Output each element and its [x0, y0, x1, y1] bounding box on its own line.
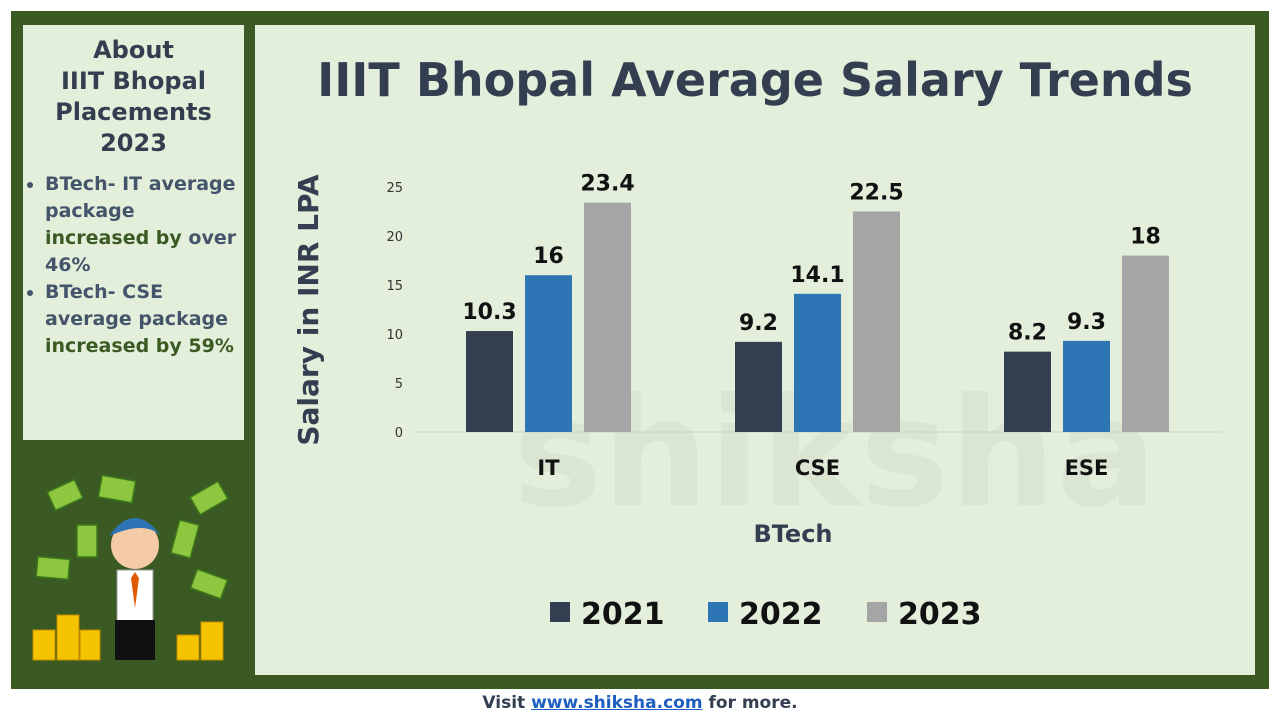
- bar-2021-CSE: [735, 341, 782, 432]
- bar-2023-IT: [584, 202, 631, 432]
- footer-text: for more.: [702, 693, 798, 713]
- data-label: 9.3: [1067, 310, 1106, 335]
- bar-2023-ESE: [1122, 255, 1169, 432]
- heading-line: IIIT Bhopal: [61, 67, 206, 95]
- heading-line: Placements: [55, 98, 212, 126]
- y-tick-label: 5: [395, 377, 403, 392]
- legend-swatch-2022: [708, 602, 728, 622]
- bar-chart: shiksha0510152025IT10.31623.4CSE9.214.12…: [292, 172, 1222, 632]
- chart-panel: IIIT Bhopal Average Salary Trends shiksh…: [255, 25, 1255, 675]
- heading-line: About: [93, 36, 174, 64]
- data-label: 8.2: [1008, 321, 1047, 346]
- data-label: 22.5: [849, 181, 903, 206]
- bullet-text: increased by: [45, 335, 182, 357]
- bar-2022-ESE: [1063, 340, 1110, 432]
- legend-label: 2022: [739, 597, 823, 632]
- y-tick-label: 0: [395, 426, 403, 441]
- data-label: 16: [533, 244, 564, 269]
- bullet-list: BTech- IT average package increased by o…: [23, 171, 244, 360]
- x-tick-label: IT: [537, 456, 560, 480]
- sidebar: About IIIT Bhopal Placements 2023 BTech-…: [23, 25, 244, 440]
- x-axis-label: BTech: [753, 520, 832, 548]
- footer-text: Visit: [482, 693, 532, 713]
- legend-label: 2023: [898, 597, 982, 632]
- y-axis-label: Salary in INR LPA: [292, 174, 325, 446]
- y-tick-label: 20: [386, 230, 403, 245]
- chart-title: IIIT Bhopal Average Salary Trends: [317, 53, 1193, 107]
- bar-2021-IT: [466, 331, 513, 432]
- bar-2022-IT: [525, 275, 572, 432]
- y-tick-label: 15: [386, 279, 403, 294]
- y-tick-label: 10: [386, 328, 403, 343]
- legend-swatch-2023: [867, 602, 887, 622]
- bullet: BTech- CSE average package increased by …: [45, 279, 244, 360]
- legend-label: 2021: [581, 597, 665, 632]
- bullet-text: 59%: [188, 335, 234, 357]
- data-label: 23.4: [580, 172, 634, 197]
- money-illustration: [32, 474, 229, 661]
- data-label: 14.1: [790, 263, 844, 288]
- bullet-text: over 46%: [45, 227, 237, 276]
- bullet-text: BTech- CSE average package: [45, 281, 229, 330]
- sidebar-heading: About IIIT Bhopal Placements 2023: [23, 35, 244, 159]
- x-tick-label: CSE: [795, 456, 840, 480]
- data-label: 10.3: [462, 300, 516, 325]
- legend-swatch-2021: [550, 602, 570, 622]
- bullet: BTech- IT average package increased by o…: [45, 171, 244, 279]
- bar-2021-ESE: [1004, 351, 1051, 432]
- x-tick-label: ESE: [1065, 456, 1109, 480]
- bar-2023-CSE: [853, 211, 900, 432]
- heading-line: 2023: [100, 129, 167, 157]
- bar-2022-CSE: [794, 293, 841, 432]
- shiksha-link[interactable]: www.shiksha.com: [531, 693, 703, 713]
- footer: Visit www.shiksha.com for more.: [0, 693, 1280, 713]
- bullet-text: increased by: [45, 227, 182, 249]
- y-tick-label: 25: [386, 181, 403, 196]
- data-label: 9.2: [739, 311, 778, 336]
- data-label: 18: [1130, 225, 1161, 250]
- bullet-text: BTech- IT average package: [45, 173, 236, 222]
